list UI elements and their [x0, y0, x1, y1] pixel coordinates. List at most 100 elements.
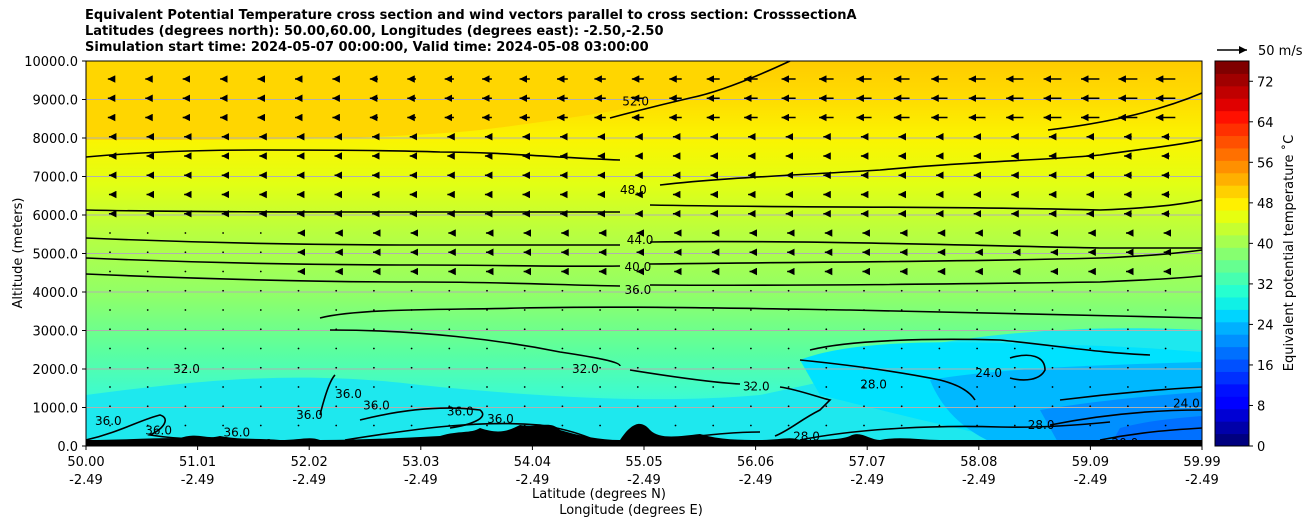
wind-vector	[222, 232, 225, 234]
x-axis-label-longitude: Longitude (degrees E)	[559, 503, 703, 518]
wind-vector	[222, 386, 225, 388]
wind-vector	[1013, 328, 1016, 331]
wind-vector	[599, 289, 601, 292]
wind-vector	[448, 424, 451, 427]
contour-label: 32.0	[572, 362, 599, 376]
wind-vector	[523, 289, 526, 292]
wind-vector	[1013, 424, 1016, 427]
contour-line	[629, 369, 741, 385]
colorbar-tick-label: 16	[1257, 359, 1274, 374]
wind-vector	[900, 424, 903, 427]
wind-vector	[1051, 424, 1054, 427]
wind-vector	[1089, 424, 1092, 427]
colorbar-tick-label: 56	[1257, 156, 1274, 171]
wind-vector	[222, 289, 225, 292]
wind-vector	[1164, 309, 1167, 311]
wind-vector	[146, 232, 149, 234]
contour-line	[86, 257, 621, 268]
wind-vector	[373, 405, 375, 408]
wind-vector	[787, 289, 790, 292]
terrain-silhouette	[86, 423, 1202, 446]
wind-vector	[146, 424, 149, 427]
wind-vector	[1127, 289, 1129, 292]
colorbar-segment	[1215, 371, 1249, 385]
wind-vector	[750, 424, 752, 427]
wind-vector	[146, 366, 149, 369]
wind-vector	[109, 232, 111, 234]
wind-vector	[109, 366, 111, 369]
wind-vector	[222, 251, 225, 254]
colorbar-segment	[1215, 396, 1249, 410]
wind-vector	[1127, 386, 1129, 388]
contour-label: 52.0	[622, 94, 649, 108]
colorbar-tick-label: 24	[1257, 318, 1274, 333]
wind-vector	[109, 347, 111, 350]
contour-line	[319, 306, 1202, 319]
wind-vector	[146, 405, 149, 408]
contour-label: 24.0	[1173, 397, 1200, 411]
colorbar-segment	[1215, 110, 1249, 124]
wind-vector	[222, 366, 225, 369]
wind-vector	[146, 347, 149, 350]
x-tick-label-lon: -2.49	[739, 473, 773, 488]
wind-vector	[636, 289, 639, 292]
wind-vector	[863, 328, 865, 331]
wind-vector	[297, 309, 300, 311]
wind-vector	[976, 328, 978, 331]
wind-vector	[1164, 347, 1167, 350]
contour-line	[344, 422, 591, 441]
wind-vector	[259, 366, 262, 369]
wind-vector	[561, 289, 564, 292]
wind-vector	[486, 386, 488, 388]
colorbar-segment	[1215, 296, 1249, 310]
wind-vector	[976, 405, 978, 408]
contour-line	[329, 329, 621, 367]
colorbar-label: Equivalent potential temperature ˚C	[1281, 135, 1297, 371]
wind-vector	[750, 366, 752, 369]
wind-vector	[976, 289, 978, 292]
wind-vector	[184, 289, 187, 292]
wind-vector	[373, 366, 375, 369]
wind-vector	[863, 347, 865, 350]
wind-vector	[825, 347, 828, 350]
wind-vector	[184, 232, 187, 234]
wind-vector	[750, 405, 752, 408]
wind-vector	[486, 289, 488, 292]
colorbar-segment	[1215, 359, 1249, 372]
wind-vector	[335, 405, 338, 408]
wind-vector	[486, 328, 488, 331]
contour-label: 36.0	[335, 387, 362, 401]
wind-vector	[712, 386, 715, 388]
wind-vector	[259, 232, 262, 234]
wind-vector	[109, 386, 111, 388]
wind-vector	[486, 424, 488, 427]
wind-vector	[373, 386, 375, 388]
wind-vector	[1013, 347, 1016, 350]
wind-vector	[674, 405, 677, 408]
x-tick-label-lon: -2.49	[69, 473, 103, 488]
wind-vector	[1164, 289, 1167, 292]
wind-vector	[259, 424, 262, 427]
contour-label: 24.0	[975, 366, 1002, 380]
wind-vector	[448, 366, 451, 369]
wind-vector	[146, 270, 149, 273]
x-tick-label-lat: 51.01	[179, 455, 216, 470]
wind-vector	[109, 289, 111, 292]
colorbar-segment	[1215, 197, 1249, 211]
wind-vector	[561, 328, 564, 331]
wind-vector	[222, 328, 225, 331]
wind-vector	[1089, 405, 1092, 408]
contour-line	[799, 359, 976, 401]
wind-vector	[636, 366, 639, 369]
wind-vector	[1127, 424, 1129, 427]
wind-vector	[184, 347, 187, 350]
colorbar-segment	[1215, 123, 1249, 137]
y-tick-label: 5000.0	[33, 248, 79, 263]
wind-vector	[297, 386, 300, 388]
colorbar-segment	[1215, 160, 1249, 174]
wind-vector	[523, 424, 526, 427]
wind-vector	[636, 328, 639, 331]
wind-vector	[373, 289, 375, 292]
wind-vector	[109, 424, 111, 427]
